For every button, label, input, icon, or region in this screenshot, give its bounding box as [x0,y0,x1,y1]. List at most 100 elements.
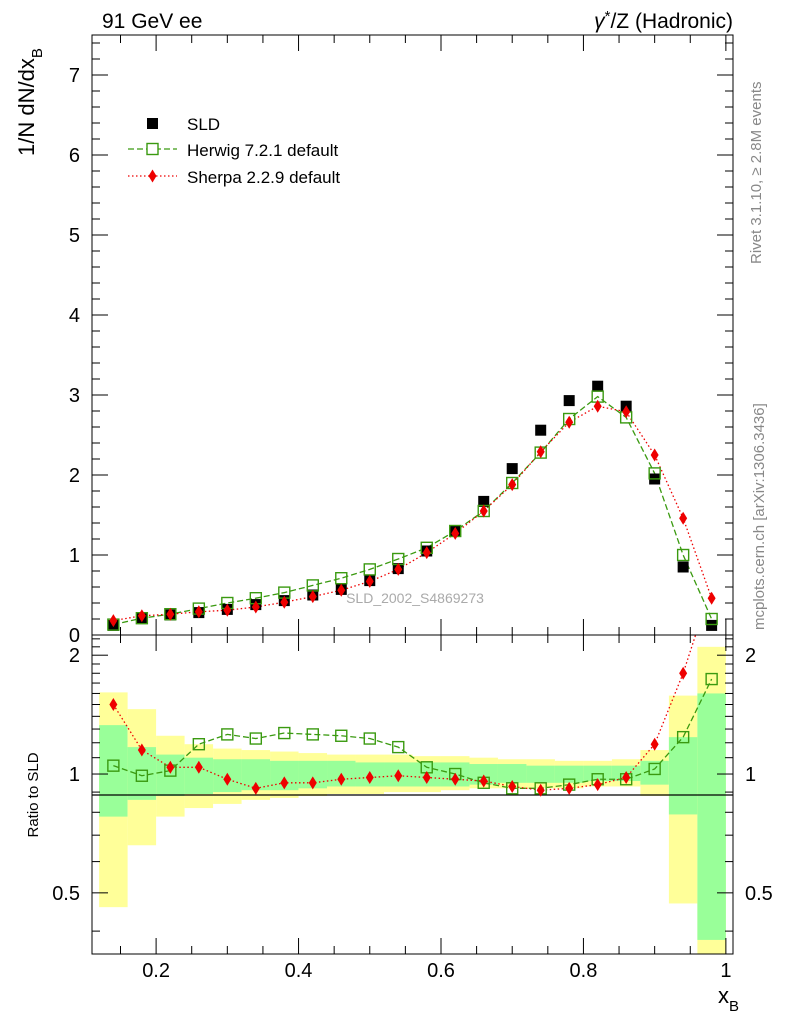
herwig-ratio-point [192,738,206,751]
herwig-ratio-point [676,730,690,744]
sherpa-point [479,504,488,518]
sherpa-ratio-point [109,698,118,712]
herwig-ratio-line [113,678,713,789]
sherpa-ratio-point [536,783,545,797]
sherpa-ratio-point [194,760,203,774]
sld-point [535,424,547,436]
sld-stat-uncertainty-band [640,760,669,785]
sherpa-ratio-point [508,779,517,793]
sld-stat-uncertainty-band [697,693,726,940]
herwig-ratio-point [335,729,348,742]
herwig-ratio-point [648,762,661,776]
sld-point [592,380,604,392]
herwig-ratio-point [306,728,319,741]
main-panel: SLD_2002_S4869273 0 1 2 3 4 5 6 7 [69,34,734,647]
herwig-point [335,572,348,585]
rivet-version-label: Rivet 3.1.10, ≥ 2.8M events [748,81,765,264]
sherpa-point [565,415,574,429]
sherpa-ratio-point [622,770,631,784]
sherpa-point [166,607,175,621]
sherpa-point [251,600,260,614]
sld-stat-uncertainty-band [526,765,555,783]
sherpa-ratio-point [422,770,431,784]
sherpa-ratio-point [137,743,146,757]
sherpa-ratio-point [337,772,346,786]
legend-sherpa-label: Sherpa 2.2.9 default [187,168,340,187]
herwig-point [676,548,690,562]
sherpa-point [337,583,346,597]
sherpa-point [308,590,317,604]
sherpa-point [365,574,374,588]
sld-point [506,463,518,475]
sld-stat-uncertainty-band [554,765,584,783]
main-axis-ticks: 0 1 2 3 4 5 6 7 [69,35,733,647]
ratio-y-tick-label-left: 1 [69,764,80,786]
sld-point [677,561,689,573]
sherpa-ratio-point [308,776,317,790]
sherpa-point [422,546,431,560]
sld-stat-uncertainty-band [668,737,698,815]
sld-point [478,495,490,507]
legend-herwig-label: Herwig 7.2.1 default [187,141,338,160]
herwig-ratio-point [363,732,376,745]
ratio-axis-ticks: 0.5 0.5 1 1 2 2 0.2 0.4 0.6 0.8 1 [52,635,773,982]
header-star: * [605,8,611,25]
ratio-y-tick-label-left: 2 [69,645,80,667]
ratio-y-tick-label-right: 2 [745,645,756,667]
legend-sld-marker [147,118,158,129]
sherpa-point [536,445,545,459]
sherpa-point [280,595,289,609]
main-y-tick-label: 2 [69,465,80,487]
x-tick-label: 0.6 [427,960,455,982]
legend-herwig-marker [146,142,159,156]
sherpa-point [137,609,146,623]
sherpa-ratio-point [679,666,688,680]
sherpa-point [508,478,517,492]
main-y-tick-label: 1 [69,545,80,567]
sherpa-point [707,591,716,605]
main-y-tick-label: 4 [69,305,80,327]
main-y-tick-label: 7 [69,65,80,87]
herwig-ratio-point [249,732,263,745]
header-gamma: γ [594,10,606,33]
ratio-y-axis-label: Ratio to SLD [25,752,42,837]
herwig-ratio-point [135,769,149,782]
herwig-point [705,612,718,626]
sherpa-line [113,405,713,622]
x-tick-label: 0.4 [285,960,313,982]
sherpa-ratio-point [593,778,602,792]
herwig-ratio-point [705,672,718,686]
ratio-series [107,635,718,797]
ratio-frame [91,634,734,955]
sherpa-ratio-point [166,760,175,774]
sld-stat-uncertainty-band [497,764,527,783]
herwig-ratio-point [221,728,234,741]
x-tick-label: 1 [720,960,731,982]
main-y-tick-label: 5 [69,225,80,247]
header-left-label: 91 GeV ee [102,10,202,33]
x-tick-label: 0.8 [570,960,598,982]
herwig-ratio-point [392,740,405,754]
header-right-label: γ*/Z (Hadronic) [594,8,733,33]
main-y-axis-label: 1/N dN/dxB [14,48,46,156]
sherpa-ratio-point [251,781,260,795]
sherpa-point [223,603,232,617]
sherpa-point [650,448,659,462]
ratio-uncertainty-bands [99,646,726,954]
sherpa-ratio-point [451,772,460,786]
sherpa-point [622,405,631,419]
legend: SLD Herwig 7.2.1 default Sherpa 2.2.9 de… [128,115,340,187]
sherpa-ratio-point [365,770,374,784]
sherpa-ratio-point [223,772,232,786]
mcplots-label: mcplots.cern.ch [arXiv:1306.3436] [751,403,768,630]
ratio-panel: 0.5 0.5 1 1 2 2 0.2 0.4 0.6 0.8 1 [52,634,773,982]
ratio-y-tick-label-right: 1 [745,764,756,786]
x-axis-label: xB [718,983,739,1015]
sherpa-point [593,399,602,413]
sherpa-point [679,511,688,525]
main-y-tick-label: 3 [69,385,80,407]
ratio-y-tick-label-left: 0.5 [52,883,80,905]
sherpa-ratio-point [565,781,574,795]
sherpa-point [451,526,460,540]
